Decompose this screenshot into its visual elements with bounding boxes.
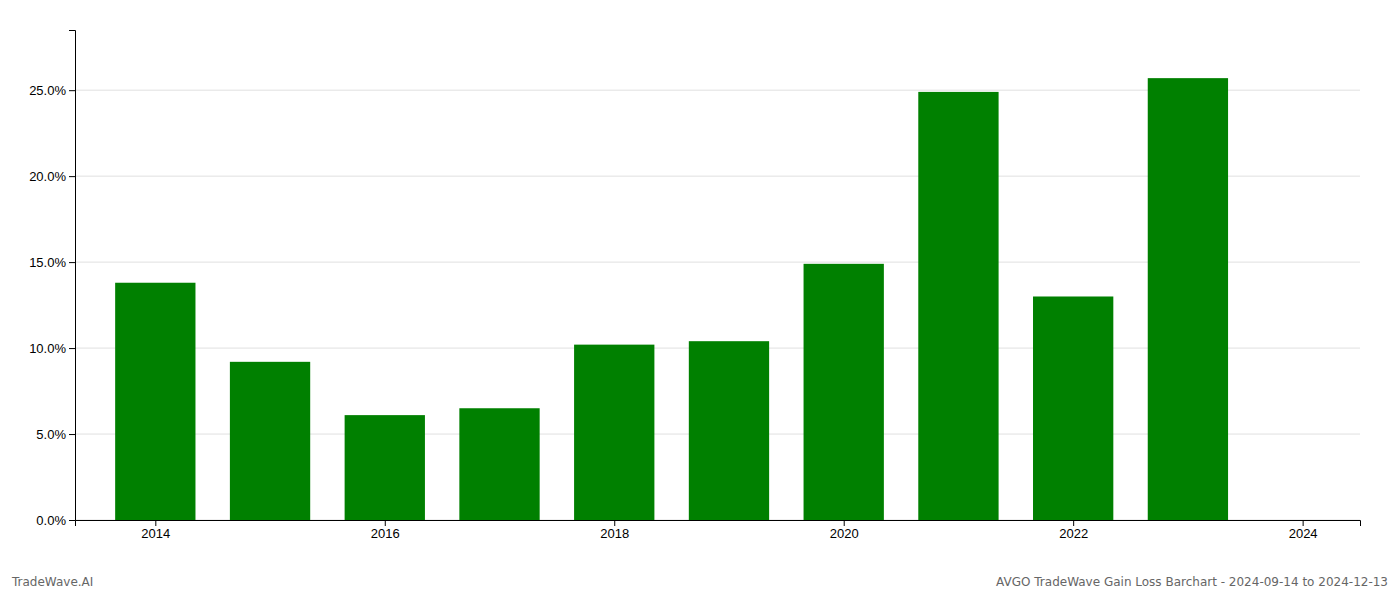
tick-mark: [155, 520, 156, 526]
x-axis: 2014 2016 2018 2020 2022 2024: [76, 520, 1361, 541]
tick-mark: [69, 262, 75, 263]
bar: [115, 283, 195, 520]
tick-label: 10.0%: [29, 341, 66, 356]
x-tick: 2020: [830, 520, 859, 541]
footer-left: TradeWave.AI: [11, 575, 93, 589]
axis-line: [69, 31, 76, 521]
bar: [230, 362, 310, 520]
plot: 2014 2016 2018 2020 2022 2024 0.0% 5.0% 10.0% 15.…: [29, 31, 1360, 542]
tick-mark: [1073, 520, 1074, 526]
tick-label: 20.0%: [29, 169, 66, 184]
bar: [1033, 296, 1113, 520]
y-tick: 15.0%: [29, 255, 75, 270]
tick-mark: [69, 176, 75, 177]
y-tick: 20.0%: [29, 169, 75, 184]
tick-mark: [69, 90, 75, 91]
bars: [115, 78, 1228, 520]
tick-label: 15.0%: [29, 255, 66, 270]
x-tick: 2016: [371, 520, 400, 541]
y-tick: 10.0%: [29, 341, 75, 356]
x-tick: 2022: [1059, 520, 1088, 541]
bar: [574, 345, 654, 520]
y-tick: 0.0%: [36, 513, 75, 528]
footer-right: AVGO TradeWave Gain Loss Barchart - 2024…: [996, 575, 1388, 589]
y-tick: 25.0%: [29, 83, 75, 98]
tick-label: 25.0%: [29, 83, 66, 98]
y-tick: 5.0%: [36, 427, 75, 442]
x-tick: 2014: [141, 520, 170, 541]
bar: [459, 408, 539, 520]
tick-mark: [69, 520, 75, 521]
tick-mark: [69, 348, 75, 349]
tick-label: 5.0%: [36, 427, 66, 442]
tick-label: 2016: [371, 526, 400, 541]
bar: [689, 341, 769, 520]
x-tick: 2024: [1289, 520, 1318, 541]
axis-line: [76, 521, 1361, 527]
tick-mark: [69, 434, 75, 435]
tick-label: 2022: [1059, 526, 1088, 541]
bar: [345, 415, 425, 520]
x-tick: 2018: [600, 520, 629, 541]
bar: [1148, 78, 1228, 520]
tick-mark: [1303, 520, 1304, 526]
tick-label: 2024: [1289, 526, 1318, 541]
bar: [804, 264, 884, 520]
tick-mark: [844, 520, 845, 526]
tick-label: 2020: [830, 526, 859, 541]
tick-label: 2014: [141, 526, 170, 541]
tick-mark: [385, 520, 386, 526]
y-axis: 0.0% 5.0% 10.0% 15.0% 20.0% 25.0%: [29, 31, 75, 528]
tick-label: 0.0%: [36, 513, 66, 528]
tick-label: 2018: [600, 526, 629, 541]
chart: 2014 2016 2018 2020 2022 2024 0.0% 5.0% 10.0% 15.…: [0, 0, 1400, 600]
bar: [918, 92, 998, 520]
tick-mark: [614, 520, 615, 526]
